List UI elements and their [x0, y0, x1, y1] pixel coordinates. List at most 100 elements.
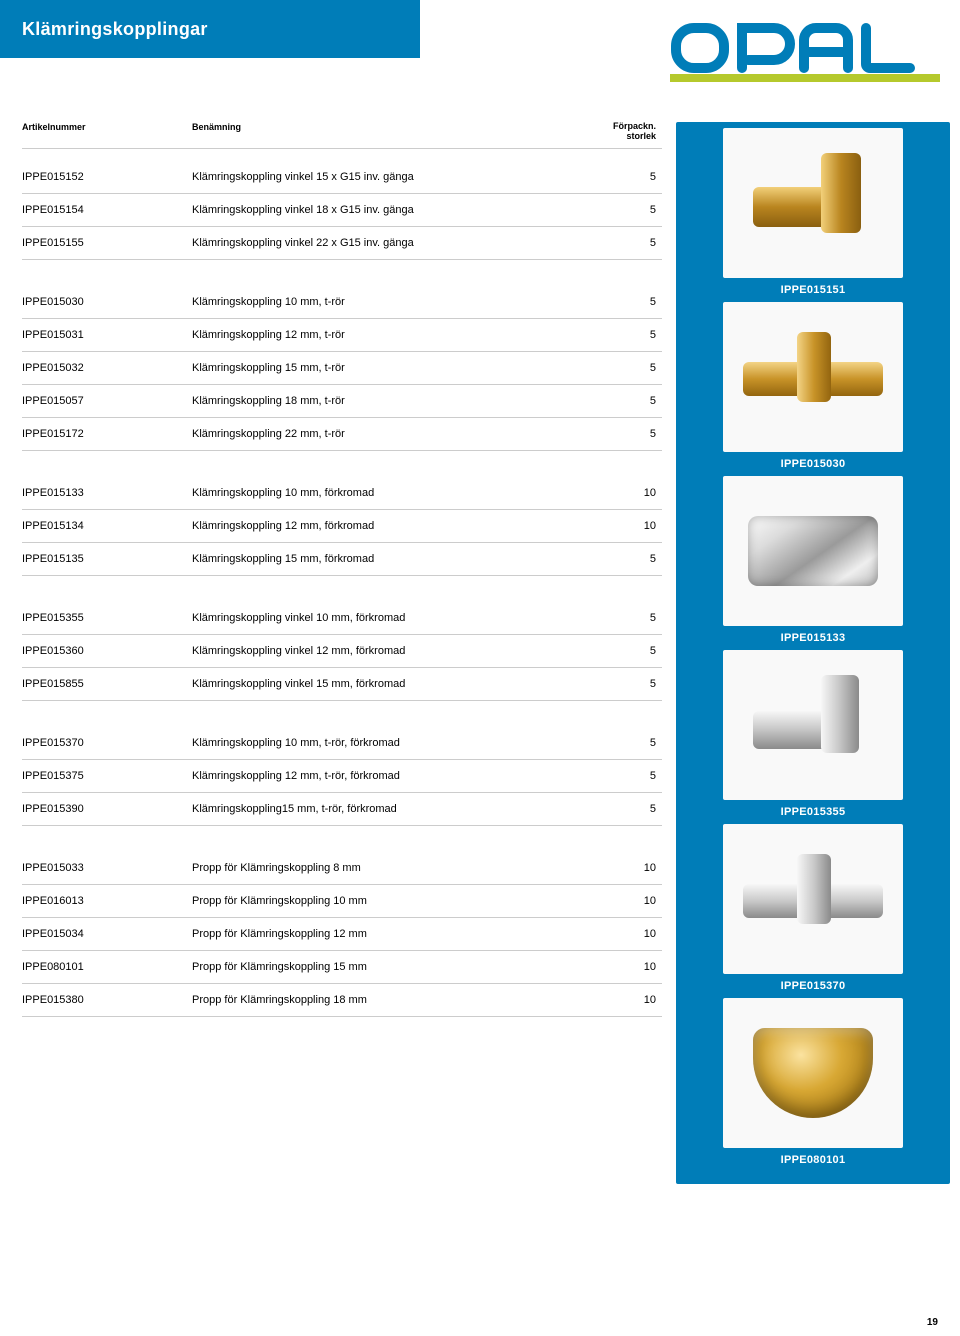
group-spacer — [22, 576, 662, 602]
fitting-elbow-brass-icon — [753, 153, 873, 253]
fitting-plug-brass-icon — [753, 1028, 873, 1118]
brand-logo — [670, 20, 940, 84]
cell-article: IPPE015380 — [22, 994, 192, 1006]
page-number: 19 — [927, 1317, 938, 1328]
cell-name: Klämringskoppling 15 mm, t-rör — [192, 362, 607, 374]
table-row: IPPE015370Klämringskoppling 10 mm, t-rör… — [22, 727, 662, 760]
cell-article: IPPE015057 — [22, 395, 192, 407]
table-row: IPPE015030Klämringskoppling 10 mm, t-rör… — [22, 286, 662, 319]
cell-qty: 10 — [607, 487, 662, 499]
product-image — [723, 650, 903, 800]
sidebar: IPPE015151 IPPE015030 IPPE015133 IPPE015355… — [676, 122, 950, 1184]
group-spacer — [22, 701, 662, 727]
cell-article: IPPE015360 — [22, 645, 192, 657]
cell-article: IPPE015135 — [22, 553, 192, 565]
cell-name: Klämringskoppling vinkel 10 mm, förkroma… — [192, 612, 607, 624]
cell-name: Klämringskoppling 10 mm, t-rör, förkroma… — [192, 737, 607, 749]
sidebar-item-label: IPPE015030 — [698, 458, 928, 470]
table-row: IPPE015380Propp för Klämringskoppling 18… — [22, 984, 662, 1017]
cell-qty: 10 — [607, 961, 662, 973]
cell-qty: 5 — [607, 770, 662, 782]
cell-name: Klämringskoppling 18 mm, t-rör — [192, 395, 607, 407]
table-row: IPPE015057Klämringskoppling 18 mm, t-rör… — [22, 385, 662, 418]
cell-name: Propp för Klämringskoppling 12 mm — [192, 928, 607, 940]
cell-qty: 5 — [607, 329, 662, 341]
cell-qty: 5 — [607, 395, 662, 407]
cell-qty: 10 — [607, 928, 662, 940]
page-title-bar: Klämringskopplingar — [0, 0, 420, 58]
table-row: IPPE015133Klämringskoppling 10 mm, förkr… — [22, 477, 662, 510]
fitting-tee-brass-icon — [743, 332, 883, 422]
catalog-page: Klämringskopplingar Artikeln — [0, 0, 960, 1336]
sidebar-item-label: IPPE015133 — [698, 632, 928, 644]
table-row: IPPE016013Propp för Klämringskoppling 10… — [22, 885, 662, 918]
sidebar-item: IPPE015133 — [698, 476, 928, 644]
cell-article: IPPE015370 — [22, 737, 192, 749]
cell-name: Klämringskoppling 12 mm, förkromad — [192, 520, 607, 532]
table-row: IPPE015360Klämringskoppling vinkel 12 mm… — [22, 635, 662, 668]
sidebar-item-label: IPPE015370 — [698, 980, 928, 992]
cell-qty: 5 — [607, 612, 662, 624]
cell-article: IPPE015390 — [22, 803, 192, 815]
cell-qty: 10 — [607, 895, 662, 907]
table-body: IPPE015152Klämringskoppling vinkel 15 x … — [22, 161, 662, 1017]
product-image — [723, 128, 903, 278]
group-spacer — [22, 260, 662, 286]
cell-article: IPPE015133 — [22, 487, 192, 499]
sidebar-panel: IPPE015151 IPPE015030 IPPE015133 IPPE015355… — [676, 122, 950, 1184]
content-area: Artikelnummer Benämning Förpackn. storle… — [0, 122, 960, 1184]
table-row: IPPE015033Propp för Klämringskoppling 8 … — [22, 852, 662, 885]
table-row: IPPE015855Klämringskoppling vinkel 15 mm… — [22, 668, 662, 701]
cell-name: Klämringskoppling vinkel 12 mm, förkroma… — [192, 645, 607, 657]
product-image — [723, 998, 903, 1148]
cell-article: IPPE015030 — [22, 296, 192, 308]
sidebar-item: IPPE015355 — [698, 650, 928, 818]
page-title: Klämringskopplingar — [22, 19, 208, 40]
cell-qty: 5 — [607, 678, 662, 690]
table-row: IPPE015034Propp för Klämringskoppling 12… — [22, 918, 662, 951]
cell-article: IPPE080101 — [22, 961, 192, 973]
cell-name: Propp för Klämringskoppling 10 mm — [192, 895, 607, 907]
table-row: IPPE015032Klämringskoppling 15 mm, t-rör… — [22, 352, 662, 385]
cell-article: IPPE015355 — [22, 612, 192, 624]
product-image — [723, 476, 903, 626]
cell-name: Klämringskoppling vinkel 18 x G15 inv. g… — [192, 204, 607, 216]
table-row: IPPE015375Klämringskoppling 12 mm, t-rör… — [22, 760, 662, 793]
cell-qty: 5 — [607, 362, 662, 374]
table-row: IPPE015355Klämringskoppling vinkel 10 mm… — [22, 602, 662, 635]
sidebar-item: IPPE015030 — [698, 302, 928, 470]
cell-article: IPPE016013 — [22, 895, 192, 907]
cell-article: IPPE015134 — [22, 520, 192, 532]
cell-name: Klämringskoppling vinkel 15 x G15 inv. g… — [192, 171, 607, 183]
cell-qty: 5 — [607, 428, 662, 440]
cell-name: Propp för Klämringskoppling 8 mm — [192, 862, 607, 874]
table-row: IPPE015155Klämringskoppling vinkel 22 x … — [22, 227, 662, 260]
cell-article: IPPE015375 — [22, 770, 192, 782]
product-image — [723, 302, 903, 452]
sidebar-item: IPPE015370 — [698, 824, 928, 992]
table-row: IPPE015154Klämringskoppling vinkel 18 x … — [22, 194, 662, 227]
sidebar-item: IPPE080101 — [698, 998, 928, 1166]
cell-qty: 10 — [607, 520, 662, 532]
cell-qty: 5 — [607, 645, 662, 657]
cell-name: Klämringskoppling 10 mm, förkromad — [192, 487, 607, 499]
cell-article: IPPE015155 — [22, 237, 192, 249]
sidebar-item-label: IPPE015151 — [698, 284, 928, 296]
cell-qty: 5 — [607, 237, 662, 249]
cell-article: IPPE015033 — [22, 862, 192, 874]
group-spacer — [22, 826, 662, 852]
cell-qty: 10 — [607, 862, 662, 874]
product-image — [723, 824, 903, 974]
cell-article: IPPE015031 — [22, 329, 192, 341]
fitting-chrome-icon — [748, 516, 878, 586]
table-row: IPPE015152Klämringskoppling vinkel 15 x … — [22, 161, 662, 194]
table-row: IPPE015134Klämringskoppling 12 mm, förkr… — [22, 510, 662, 543]
table-row: IPPE015031Klämringskoppling 12 mm, t-rör… — [22, 319, 662, 352]
table-row: IPPE080101Propp för Klämringskoppling 15… — [22, 951, 662, 984]
cell-name: Propp för Klämringskoppling 15 mm — [192, 961, 607, 973]
group-spacer — [22, 451, 662, 477]
table-row: IPPE015390Klämringskoppling15 mm, t-rör,… — [22, 793, 662, 826]
cell-qty: 5 — [607, 553, 662, 565]
cell-article: IPPE015855 — [22, 678, 192, 690]
cell-qty: 5 — [607, 803, 662, 815]
